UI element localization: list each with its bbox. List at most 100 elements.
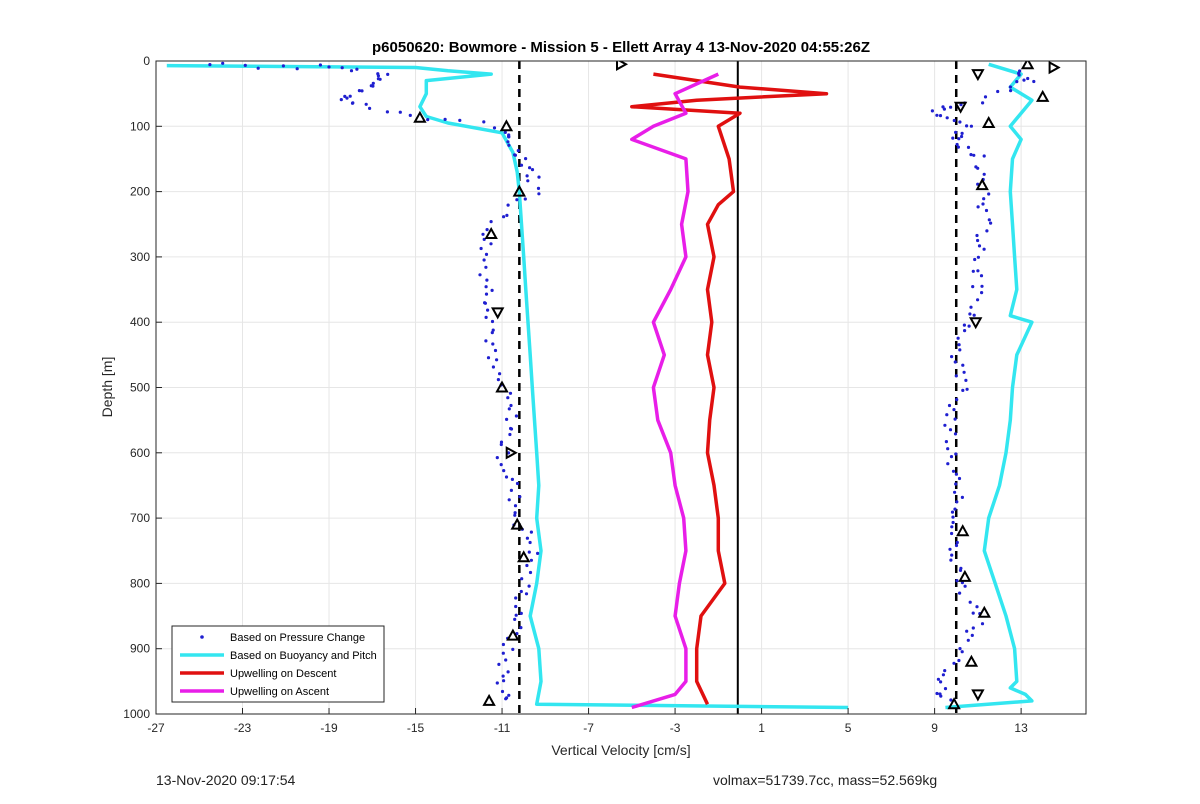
y-tick-label: 900 — [130, 642, 150, 656]
pressure-change-point — [948, 428, 953, 432]
pressure-change-point — [965, 629, 969, 633]
pressure-change-point — [505, 213, 509, 217]
pressure-change-point — [1018, 69, 1022, 73]
pressure-change-point — [281, 64, 285, 68]
x-tick-label: -23 — [234, 721, 252, 735]
pressure-change-point — [968, 312, 972, 316]
pressure-change-point — [508, 391, 513, 395]
pressure-change-point — [511, 647, 515, 652]
pressure-change-point — [965, 387, 969, 391]
pressure-change-point — [386, 72, 390, 76]
pressure-change-point — [959, 566, 963, 570]
pressure-change-point — [495, 456, 499, 460]
triangle-marker — [971, 689, 985, 702]
pressure-change-point — [941, 673, 946, 677]
x-tick-label: 13 — [1014, 721, 1028, 735]
pressure-change-point — [490, 288, 494, 292]
pressure-change-point — [949, 105, 953, 109]
pressure-change-point — [502, 469, 506, 473]
pressure-change-point — [953, 432, 958, 436]
pressure-change-point — [496, 378, 500, 382]
pressure-change-point — [499, 442, 503, 447]
pressure-change-point — [975, 605, 979, 609]
legend-label: Upwelling on Ascent — [230, 686, 329, 698]
y-tick-label: 100 — [130, 119, 150, 133]
pressure-change-point — [977, 244, 982, 248]
legend-label: Based on Buoyancy and Pitch — [230, 650, 377, 662]
pressure-change-point — [976, 269, 980, 273]
pressure-change-point — [485, 278, 489, 282]
pressure-change-point — [982, 247, 986, 251]
x-tick-label: 5 — [845, 721, 852, 735]
pressure-change-point — [947, 403, 952, 408]
pressure-change-point — [519, 163, 524, 167]
pressure-change-point — [949, 698, 953, 702]
pressure-change-point — [970, 633, 974, 638]
triangle-marker — [512, 184, 526, 197]
pressure-change-point — [340, 66, 344, 70]
pressure-change-point — [982, 172, 986, 176]
pressure-change-point — [489, 220, 493, 224]
pressure-change-point — [969, 153, 973, 157]
pressure-change-point — [1017, 71, 1021, 75]
pressure-change-point — [351, 101, 355, 105]
pressure-change-point — [938, 692, 942, 696]
pressure-change-point — [935, 691, 939, 696]
pressure-change-point — [479, 246, 483, 251]
pressure-change-point — [982, 154, 986, 158]
printed-timestamp: 13-Nov-2020 09:17:54 — [156, 772, 296, 788]
pressure-change-point — [506, 396, 510, 400]
triangle-marker — [982, 115, 996, 128]
pressure-change-point — [974, 165, 978, 169]
triangle-marker — [1048, 61, 1061, 75]
pressure-change-point — [965, 124, 969, 128]
pressure-change-point — [495, 358, 499, 362]
pressure-change-point — [537, 192, 541, 196]
pressure-change-point — [980, 284, 984, 288]
triangle-marker — [510, 517, 524, 530]
y-tick-label: 800 — [130, 576, 150, 590]
pressure-change-point — [536, 186, 541, 190]
pressure-change-point — [525, 174, 529, 178]
pressure-change-point — [958, 120, 962, 124]
pressure-change-point — [982, 197, 986, 201]
pressure-change-point — [945, 413, 949, 417]
pressure-change-point — [515, 198, 519, 202]
pressure-change-point — [963, 584, 967, 588]
pressure-change-point — [506, 140, 510, 144]
pressure-change-point — [376, 72, 380, 76]
pressure-change-point — [957, 658, 961, 663]
pressure-change-point — [489, 242, 493, 246]
pressure-change-point — [478, 273, 482, 277]
pressure-change-point — [944, 440, 949, 444]
pressure-change-point — [961, 388, 965, 392]
pressure-change-point — [385, 110, 389, 114]
pressure-change-point — [443, 117, 447, 121]
pressure-change-point — [989, 221, 993, 225]
pressure-change-point — [955, 579, 959, 583]
triangle-marker — [491, 307, 505, 320]
pressure-change-point — [954, 472, 959, 476]
pressure-change-point — [939, 680, 943, 684]
pressure-change-point — [972, 313, 976, 317]
pressure-change-point — [980, 622, 985, 626]
pressure-change-point — [975, 233, 979, 238]
pressure-change-point — [398, 110, 402, 114]
pressure-change-point — [371, 84, 375, 88]
pressure-change-point — [490, 331, 494, 335]
pressure-change-point — [524, 592, 529, 596]
pressure-change-point — [953, 360, 957, 364]
pressure-change-point — [958, 348, 962, 352]
pressure-change-point — [963, 329, 967, 333]
pressure-change-point — [371, 81, 375, 85]
pressure-change-point — [513, 617, 517, 622]
y-tick-label: 1000 — [123, 707, 150, 721]
pressure-change-point — [961, 363, 965, 367]
pressure-change-point — [957, 343, 961, 347]
pressure-change-point — [360, 89, 364, 93]
pressure-change-point — [503, 130, 507, 134]
pressure-change-point — [1015, 80, 1019, 84]
triangle-marker — [616, 61, 629, 71]
pressure-change-point — [943, 669, 947, 673]
